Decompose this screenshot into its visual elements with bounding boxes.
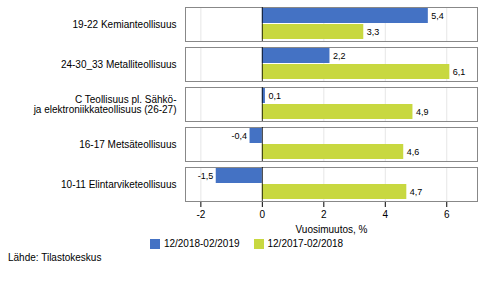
svg-text:19-22 Kemianteollisuus: 19-22 Kemianteollisuus <box>73 19 177 30</box>
html-text:Lähde: Tilastokeskus: Lähde: Tilastokeskus <box>8 252 102 263</box>
svg-text:4,7: 4,7 <box>410 187 423 197</box>
svg-text:16-17 Metsäteollisuus: 16-17 Metsäteollisuus <box>79 139 176 150</box>
html-text:12/2018-02/2019: 12/2018-02/2019 <box>163 238 240 249</box>
svg-text:Vuosimuutos, %: Vuosimuutos, % <box>296 224 368 235</box>
html-text:12/2017-02/2018: 12/2017-02/2018 <box>267 238 344 249</box>
svg-text:5,4: 5,4 <box>431 11 444 21</box>
svg-text:24-30_33 Metalliteollisuus: 24-30_33 Metalliteollisuus <box>61 59 177 70</box>
svg-text:-0,4: -0,4 <box>232 131 248 141</box>
svg-text:2: 2 <box>321 209 327 220</box>
svg-text:6,1: 6,1 <box>453 67 466 77</box>
svg-text:0,1: 0,1 <box>268 91 281 101</box>
svg-text:4,6: 4,6 <box>407 147 420 157</box>
svg-text:3,3: 3,3 <box>367 27 380 37</box>
svg-text:C Teollisuus pl. Sähkö-ja elek: C Teollisuus pl. Sähkö-ja elektroniikkat… <box>33 94 177 115</box>
svg-text:4,9: 4,9 <box>416 107 429 117</box>
svg-text:4: 4 <box>383 209 389 220</box>
svg-text:-2: -2 <box>196 209 205 220</box>
svg-text:0: 0 <box>260 209 266 220</box>
svg-text:2,2: 2,2 <box>333 51 346 61</box>
svg-text:10-11 Elintarviketeollisuus: 10-11 Elintarviketeollisuus <box>61 179 176 190</box>
svg-text:6: 6 <box>444 209 450 220</box>
svg-text:-1,5: -1,5 <box>198 171 214 181</box>
